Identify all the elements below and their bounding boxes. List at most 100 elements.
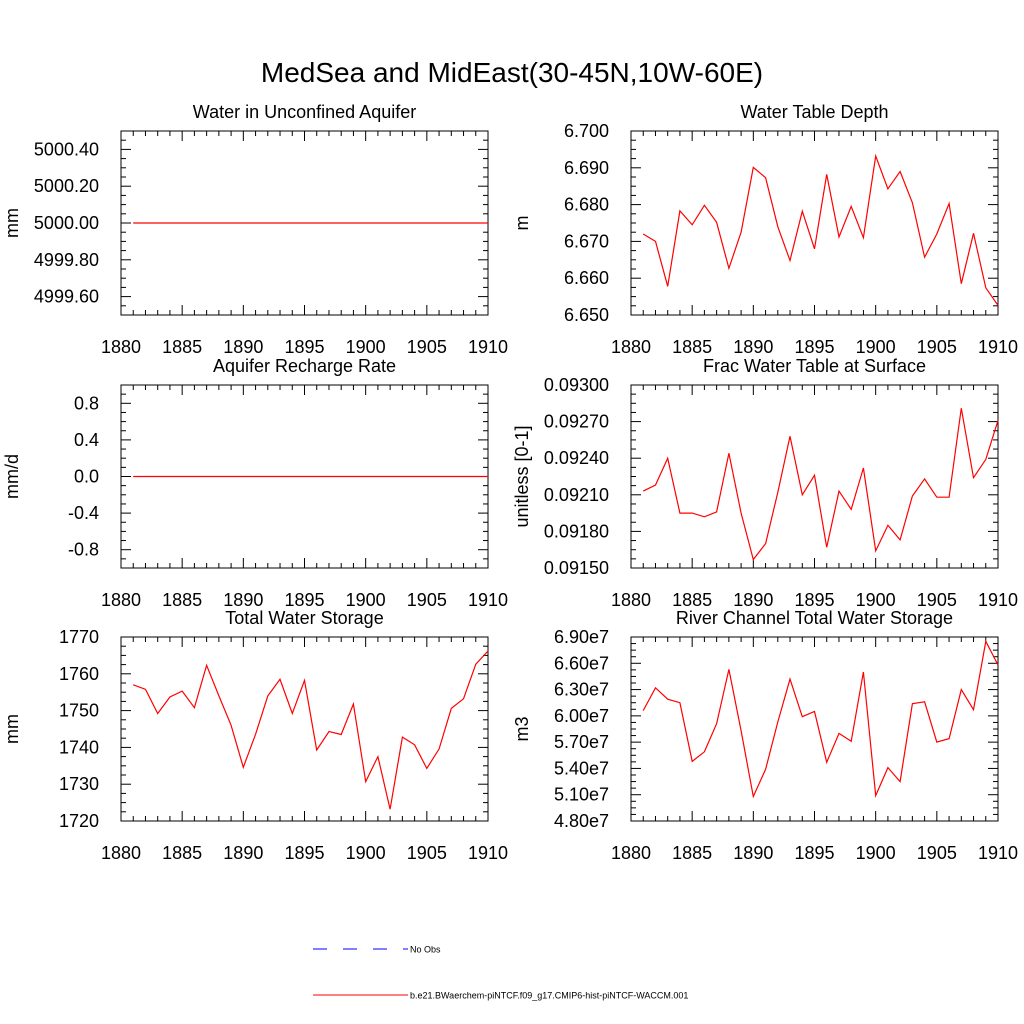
x-tick-label: 1905 <box>407 590 447 610</box>
y-tick-label: 5.10e7 <box>554 785 609 805</box>
x-tick-label: 1880 <box>101 843 141 863</box>
y-tick-label: 6.700 <box>564 121 609 141</box>
y-tick-label: -0.4 <box>68 503 99 523</box>
x-tick-label: 1895 <box>284 590 324 610</box>
y-tick-label: 0.09270 <box>544 412 609 432</box>
x-tick-label: 1905 <box>917 337 957 357</box>
x-tick-label: 1880 <box>611 590 651 610</box>
y-tick-label: 1720 <box>59 811 99 831</box>
x-tick-label: 1890 <box>223 590 263 610</box>
y-tick-label: 1750 <box>59 701 99 721</box>
x-tick-label: 1895 <box>794 843 834 863</box>
x-tick-label: 1880 <box>101 590 141 610</box>
chart-panel: Total Water Storage mm 1880 1885 1890 1895 190… <box>2 608 508 863</box>
x-tick-label: 1890 <box>733 337 773 357</box>
panel-title: Total Water Storage <box>225 608 383 628</box>
x-tick-label: 1900 <box>346 843 386 863</box>
y-tick-label: 1760 <box>59 664 99 684</box>
y-tick-label: 4.80e7 <box>554 811 609 831</box>
y-tick-label: 0.09240 <box>544 448 609 468</box>
y-axis-label: mm <box>2 208 22 238</box>
x-tick-label: 1910 <box>468 843 508 863</box>
series-line <box>642 639 999 799</box>
x-tick-label: 1905 <box>407 337 447 357</box>
x-tick-label: 1895 <box>794 590 834 610</box>
x-tick-label: 1910 <box>978 337 1018 357</box>
x-tick-label: 1885 <box>672 843 712 863</box>
y-tick-label: 0.8 <box>74 393 99 413</box>
y-axis-label: m3 <box>512 716 532 741</box>
y-tick-label: 0.09180 <box>544 521 609 541</box>
x-tick-label: 1900 <box>856 843 896 863</box>
y-tick-label: 5000.00 <box>34 213 99 233</box>
x-tick-label: 1910 <box>978 590 1018 610</box>
y-tick-label: 0.09300 <box>544 375 609 395</box>
y-tick-label: 5000.40 <box>34 139 99 159</box>
y-tick-label: 6.670 <box>564 231 609 251</box>
y-tick-label: 5000.20 <box>34 176 99 196</box>
y-tick-label: 1730 <box>59 774 99 794</box>
x-tick-label: 1885 <box>162 337 202 357</box>
y-axis-label: unitless [0-1] <box>512 425 532 527</box>
x-tick-label: 1900 <box>856 590 896 610</box>
y-tick-label: 0.4 <box>74 430 99 450</box>
x-tick-label: 1905 <box>407 843 447 863</box>
x-tick-label: 1900 <box>346 590 386 610</box>
panel-title: River Channel Total Water Storage <box>676 608 953 628</box>
x-tick-label: 1900 <box>856 337 896 357</box>
x-tick-label: 1900 <box>346 337 386 357</box>
x-tick-label: 1905 <box>917 590 957 610</box>
legend-label: b.e21.BWaerchem-piNTCF.f09_g17.CMIP6-his… <box>410 991 688 1001</box>
x-tick-label: 1885 <box>672 590 712 610</box>
x-tick-label: 1905 <box>917 843 957 863</box>
main-title: MedSea and MidEast(30-45N,10W-60E) <box>261 57 763 88</box>
series-line <box>642 408 999 561</box>
y-tick-label: 0.09210 <box>544 485 609 505</box>
legend: No Obs b.e21.BWaerchem-piNTCF.f09_g17.CMI… <box>313 945 688 1001</box>
chart-panel: Aquifer Recharge Rate mm/d 1880 1885 1890 189… <box>2 356 508 610</box>
panel-title: Water Table Depth <box>740 102 888 122</box>
y-tick-label: 5.40e7 <box>554 758 609 778</box>
y-tick-label: 6.650 <box>564 305 609 325</box>
y-tick-label: 1740 <box>59 737 99 757</box>
chart-panel: Frac Water Table at Surface unitless [0-1… <box>512 356 1018 610</box>
x-tick-label: 1885 <box>162 843 202 863</box>
y-tick-label: 6.690 <box>564 158 609 178</box>
panel-title: Aquifer Recharge Rate <box>213 356 396 376</box>
y-tick-label: -0.8 <box>68 540 99 560</box>
legend-label: No Obs <box>410 945 441 955</box>
panel-title: Frac Water Table at Surface <box>703 356 926 376</box>
chart-panel: River Channel Total Water Storage m3 1880 1… <box>512 608 1018 863</box>
panels: Water in Unconfined Aquifer mm 1880 1885 189… <box>2 102 1018 863</box>
x-tick-label: 1880 <box>611 337 651 357</box>
x-tick-label: 1890 <box>733 590 773 610</box>
x-tick-label: 1895 <box>284 843 324 863</box>
x-tick-label: 1910 <box>978 843 1018 863</box>
y-axis-label: mm/d <box>2 454 22 499</box>
x-tick-label: 1890 <box>223 337 263 357</box>
y-tick-label: 6.660 <box>564 268 609 288</box>
x-tick-label: 1895 <box>794 337 834 357</box>
chart-panel: Water Table Depth m 1880 1885 1890 1895 1900 19… <box>512 102 1018 357</box>
y-tick-label: 6.90e7 <box>554 627 609 647</box>
x-tick-label: 1885 <box>672 337 712 357</box>
series-line <box>642 153 999 306</box>
y-tick-label: 6.30e7 <box>554 680 609 700</box>
y-tick-label: 6.680 <box>564 195 609 215</box>
panel-title: Water in Unconfined Aquifer <box>193 102 416 122</box>
y-axis-label: mm <box>2 714 22 744</box>
y-tick-label: 1770 <box>59 627 99 647</box>
x-tick-label: 1895 <box>284 337 324 357</box>
y-tick-label: 0.09150 <box>544 558 609 578</box>
x-tick-label: 1885 <box>162 590 202 610</box>
x-tick-label: 1910 <box>468 590 508 610</box>
x-tick-label: 1880 <box>611 843 651 863</box>
x-tick-label: 1890 <box>223 843 263 863</box>
y-tick-label: 6.00e7 <box>554 706 609 726</box>
y-tick-label: 0.0 <box>74 467 99 487</box>
y-axis-label: m <box>512 216 532 231</box>
y-tick-label: 6.60e7 <box>554 653 609 673</box>
series-line <box>132 650 489 810</box>
